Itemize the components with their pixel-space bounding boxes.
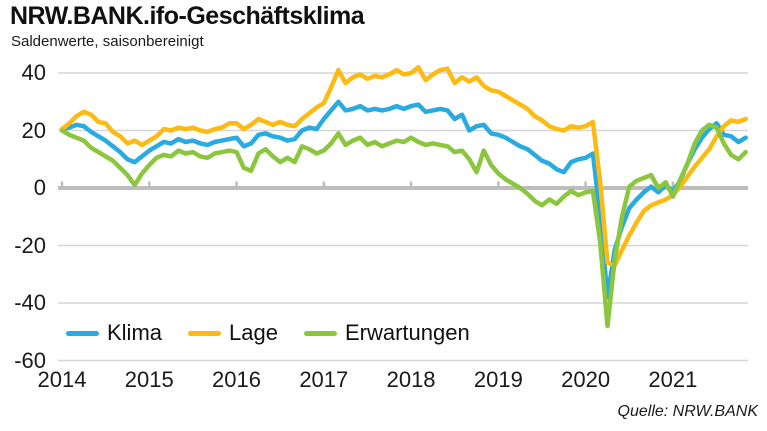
series-line-erwartungen (59, 122, 748, 329)
chart-title: NRW.BANK.ifo-Geschäftsklima (10, 2, 365, 30)
legend-item-klima: Klima (66, 320, 162, 346)
legend-swatch-klima (66, 330, 99, 336)
y-tick-label-40: 40 (21, 60, 46, 85)
legend-swatch-erwartungen (303, 330, 337, 336)
x-tick-label-2016: 2016 (212, 367, 261, 392)
legend-item-lage: Lage (188, 320, 278, 346)
x-tick-label-2019: 2019 (473, 367, 523, 392)
y-tick-label-0: 0 (33, 175, 46, 200)
series-line-klima (59, 99, 748, 300)
source-note: Quelle: NRW.BANK (617, 403, 758, 420)
series-line-lage (59, 65, 748, 268)
y-tick-label--40: -40 (14, 290, 46, 315)
y-tick-label--60: -60 (14, 347, 46, 373)
y-tick-label--20: -20 (14, 232, 46, 258)
x-tick-label-2021: 2021 (648, 367, 698, 392)
x-tick-label-2015: 2015 (124, 367, 174, 392)
chart-legend: Klima Lage Erwartungen (66, 319, 470, 347)
chart-subtitle: Saldenwerte, saisonbereinigt (11, 33, 204, 50)
x-tick-label-2020: 2020 (561, 367, 611, 392)
x-tick-label-2018: 2018 (386, 367, 436, 392)
legend-label-lage: Lage (229, 320, 278, 345)
x-tick-label-2014: 2014 (37, 367, 87, 392)
y-tick-label-20: 20 (21, 117, 46, 143)
legend-item-erwartungen: Erwartungen (303, 320, 470, 346)
legend-label-erwartungen: Erwartungen (344, 320, 470, 345)
legend-swatch-lage (188, 330, 222, 336)
legend-label-klima: Klima (107, 320, 163, 345)
x-tick-label-2017: 2017 (299, 367, 349, 392)
